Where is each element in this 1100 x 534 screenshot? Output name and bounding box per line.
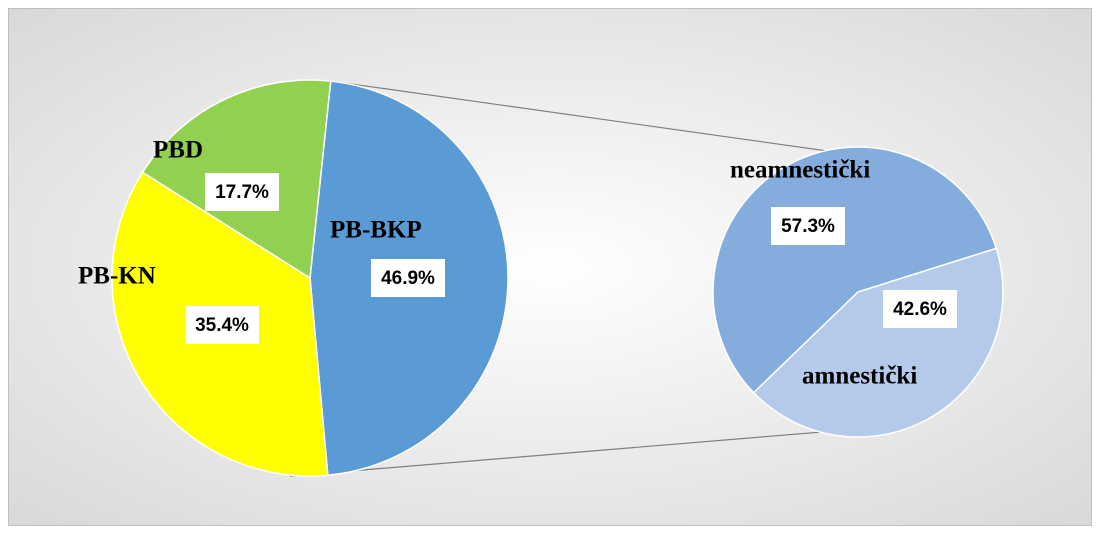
value-label: 17.7% xyxy=(215,182,269,203)
value-label: 57.3% xyxy=(781,216,835,237)
slice-label: PB-KN xyxy=(78,263,156,290)
value-label-box xyxy=(771,207,845,245)
connector-line xyxy=(289,428,859,477)
connector-line xyxy=(330,80,871,158)
value-label-box xyxy=(883,290,957,328)
slice-label: PBD xyxy=(153,137,203,164)
value-label: 46.9% xyxy=(381,268,435,289)
value-label: 35.4% xyxy=(195,315,249,336)
slice-label: neamnestički xyxy=(730,157,870,184)
value-label: 42.6% xyxy=(893,299,947,320)
slice-label: PB-BKP xyxy=(330,217,422,244)
slice-label: amnestički xyxy=(802,363,917,390)
value-label-box xyxy=(371,259,445,297)
value-label-box xyxy=(185,306,259,344)
value-label-box xyxy=(205,173,279,211)
